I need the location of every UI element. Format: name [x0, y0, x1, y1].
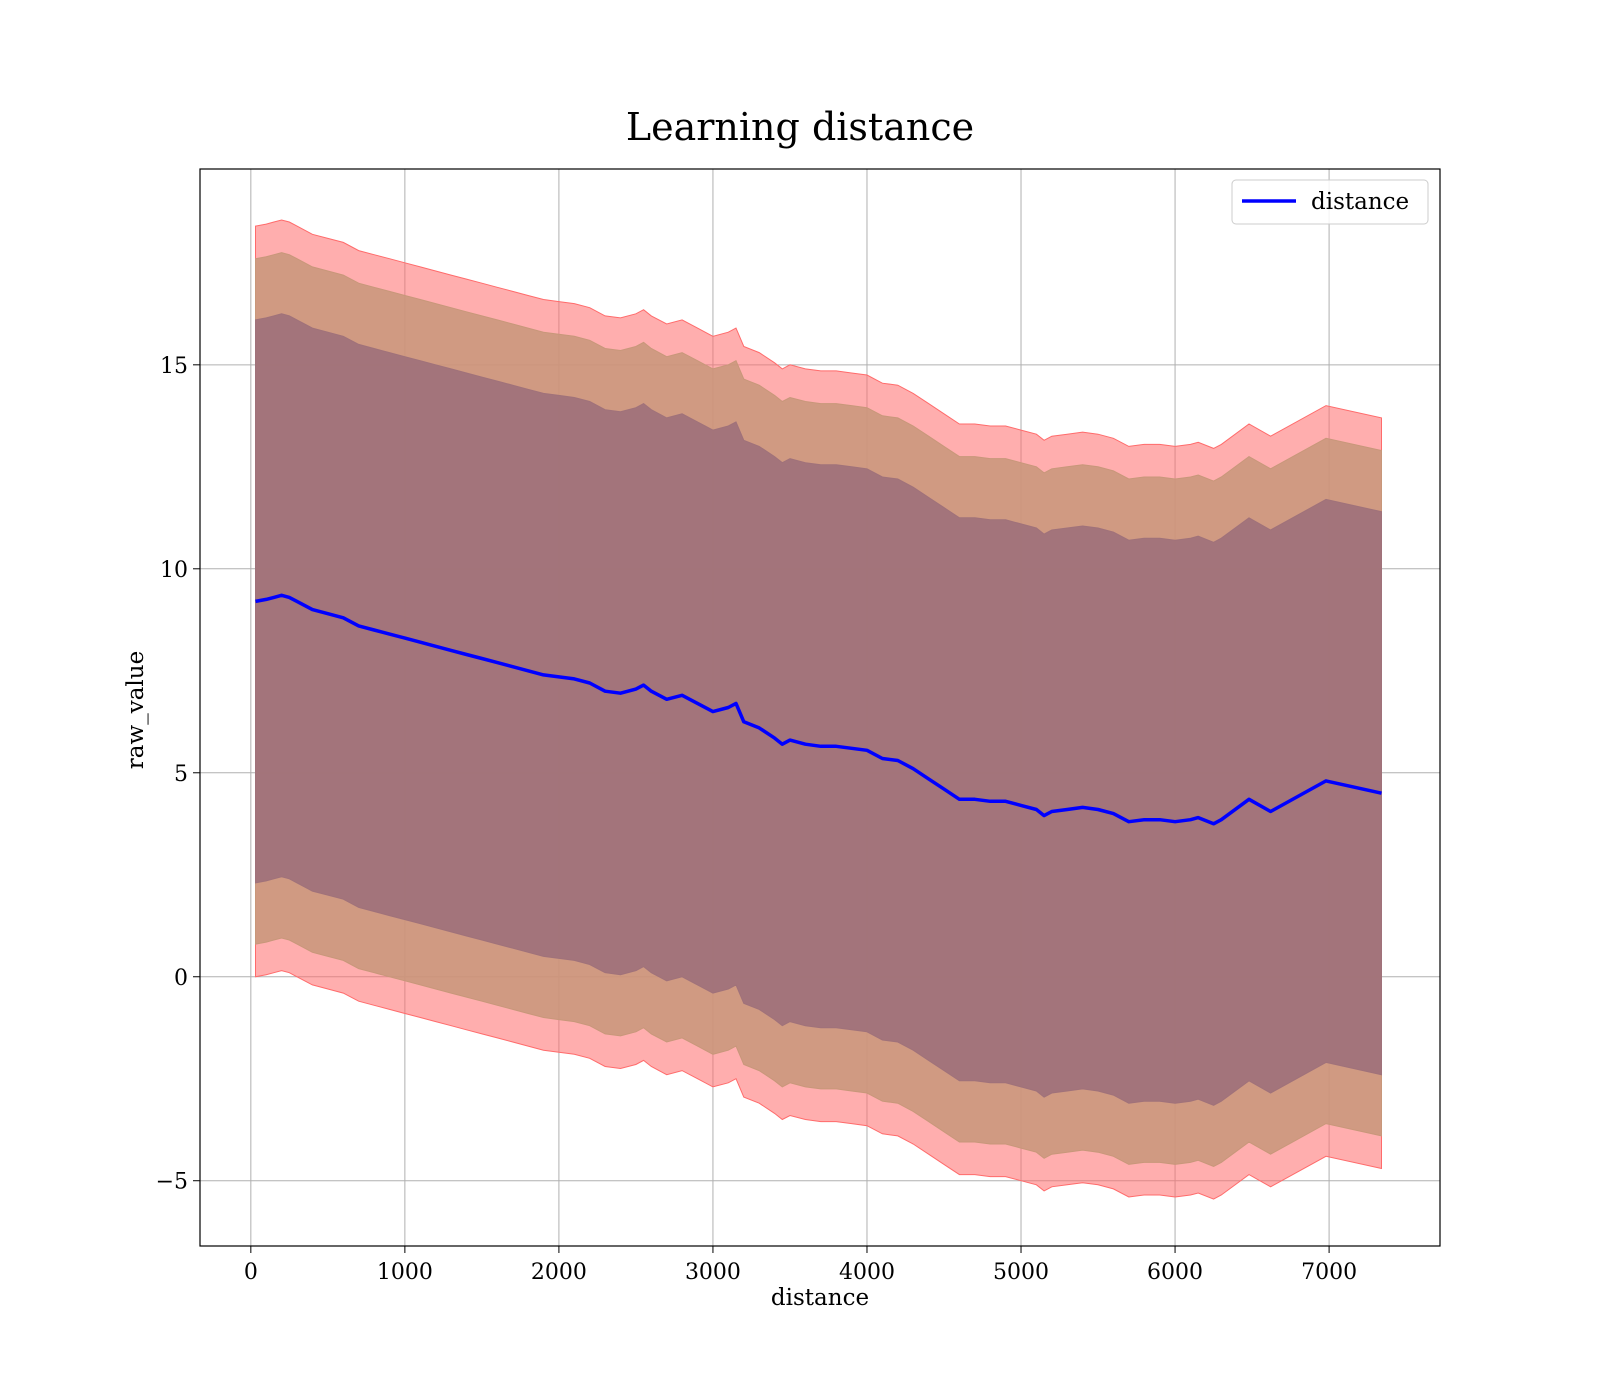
- y-tick-label: 10: [160, 558, 188, 583]
- y-tick-label: 0: [174, 966, 188, 991]
- x-tick-label: 7000: [1301, 1260, 1357, 1285]
- legend-box: [1231, 179, 1429, 225]
- y-axis-label: raw_value: [123, 651, 149, 769]
- y-tick-label: 15: [160, 354, 188, 379]
- x-tick-label: 2000: [531, 1260, 587, 1285]
- band-inner: [255, 313, 1382, 1106]
- x-tick-label: 1000: [377, 1260, 433, 1285]
- x-tick-label: 3000: [685, 1260, 741, 1285]
- x-tick-label: 0: [244, 1260, 258, 1285]
- x-axis-label: distance: [771, 1285, 869, 1311]
- chart-title: Learning distance: [626, 105, 974, 149]
- legend-label-distance: distance: [1311, 189, 1409, 215]
- y-tick-label: 5: [174, 762, 188, 787]
- y-axis-ticks: −5 0 5 10 15: [156, 354, 200, 1195]
- plot-frame: [199, 168, 1441, 1247]
- series-line-distance: [255, 593, 1382, 826]
- x-axis-ticks: 0 1000 2000 3000 4000 5000 6000 7000: [244, 1246, 1357, 1285]
- uncertainty-bands: [255, 219, 1382, 1200]
- x-tick-label: 5000: [993, 1260, 1049, 1285]
- legend: distance: [1231, 179, 1429, 225]
- y-tick-label: −5: [156, 1170, 188, 1195]
- x-tick-label: 6000: [1147, 1260, 1203, 1285]
- x-tick-label: 4000: [839, 1260, 895, 1285]
